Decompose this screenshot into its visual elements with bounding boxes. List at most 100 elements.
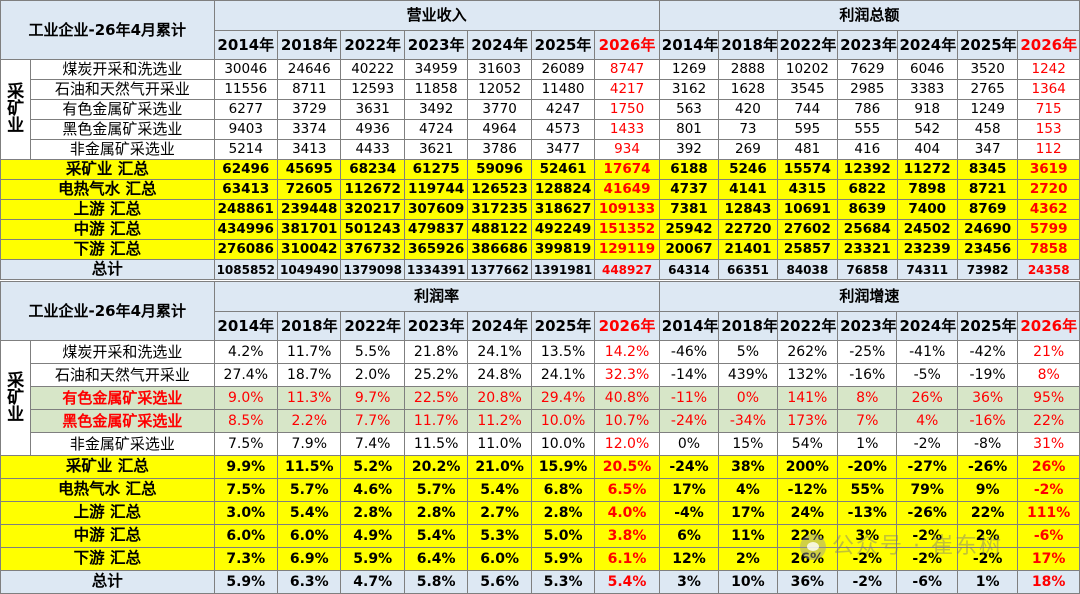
data-cell: 3162 [658, 79, 720, 100]
data-cell: 542 [896, 119, 958, 140]
data-cell: 151352 [594, 219, 660, 240]
data-cell: 4724 [403, 119, 469, 140]
data-cell: 66351 [718, 259, 778, 280]
data-cell: 492249 [530, 219, 596, 240]
data-cell: 9.0% [213, 386, 279, 410]
table-row: 采矿业煤炭开采和洗选业 4.2% 11.7% 5.5% 21.8% 24.1% 13.5% 1… [0, 340, 1080, 456]
data-cell: 2.2% [277, 409, 342, 433]
year-header: 2026年 [1017, 311, 1080, 341]
data-cell: -20% [837, 455, 898, 479]
data-cell: 10.7% [594, 409, 660, 433]
data-cell: 32.3% [594, 363, 660, 387]
data-cell: 22720 [718, 219, 778, 240]
year-header: 2014年 [658, 30, 720, 60]
data-cell: 2% [956, 524, 1019, 548]
data-cell: 26% [1017, 455, 1080, 479]
data-cell: 36% [776, 570, 839, 594]
data-cell: -13% [837, 501, 898, 525]
data-cell: 6.0% [277, 524, 342, 548]
data-cell: 310042 [277, 239, 342, 260]
data-cell: 3786 [467, 139, 532, 160]
data-cell: 2985 [837, 79, 898, 100]
header-row-years: 2014年 2018年 2022年 2023年 2024年 2025年 2026年 2014年… [1, 30, 1080, 60]
data-cell: 7400 [896, 199, 958, 220]
year-header: 2022年 [340, 311, 405, 341]
data-cell: 36% [956, 386, 1019, 410]
data-cell: 4141 [718, 179, 778, 200]
data-cell: 119744 [403, 179, 469, 200]
data-cell: 7629 [837, 59, 898, 80]
data-cell: 20.5% [594, 455, 660, 479]
data-cell: -26% [956, 455, 1019, 479]
data-cell: 307609 [403, 199, 469, 220]
row-label: 非金属矿采选业 [30, 432, 215, 456]
data-cell: 27602 [776, 219, 839, 240]
data-cell: 9.9% [213, 455, 279, 479]
data-cell: 262% [776, 340, 839, 364]
data-cell: 448927 [594, 259, 660, 280]
category-label-char: 矿 [7, 387, 25, 408]
data-cell: 74311 [896, 259, 958, 280]
data-cell: 5.8% [403, 570, 469, 594]
margin-growth-table: 工业企业-26年4月累计 利润率 利润增速 2014年 2018年 2022年 2023年 2… [0, 281, 1080, 594]
table-row: 中游 汇总 434996 381701 501243 479837 488122 49224… [0, 219, 1080, 240]
data-cell: 34959 [403, 59, 469, 80]
year-header: 2018年 [718, 311, 778, 341]
data-cell: -16% [956, 409, 1019, 433]
data-cell: 376732 [340, 239, 405, 260]
data-cell: 55% [837, 478, 898, 502]
year-header: 2014年 [213, 30, 279, 60]
row-label: 电热气水 汇总 [0, 478, 215, 502]
data-cell: 8% [1017, 363, 1080, 387]
data-cell: 365926 [403, 239, 469, 260]
year-header: 2026年 [594, 30, 660, 60]
group-header: 利润增速 [658, 281, 1080, 312]
year-header: 2026年 [594, 311, 660, 341]
data-cell: 23239 [896, 239, 958, 260]
data-cell: 4.6% [340, 478, 405, 502]
year-header: 2023年 [403, 311, 469, 341]
group-header: 利润总额 [658, 0, 1080, 31]
data-cell: -41% [896, 340, 958, 364]
row-label: 煤炭开采和洗选业 [30, 340, 215, 364]
data-cell: 7898 [896, 179, 958, 200]
data-cell: 2.8% [340, 501, 405, 525]
data-cell: 5.9% [213, 570, 279, 594]
data-cell: 5.4% [277, 501, 342, 525]
data-cell: -27% [896, 455, 958, 479]
data-cell: 22% [956, 501, 1019, 525]
year-header: 2026年 [1017, 30, 1080, 60]
data-cell: -26% [896, 501, 958, 525]
year-header: 2018年 [718, 30, 778, 60]
data-cell: 21% [1017, 340, 1080, 364]
data-cell: 1750 [594, 99, 660, 120]
data-cell: 1379098 [340, 259, 405, 280]
data-cell: 18.7% [277, 363, 342, 387]
data-cell: 11556 [213, 79, 279, 100]
row-label: 采矿业 汇总 [0, 455, 215, 479]
data-cell: 17% [718, 501, 778, 525]
data-cell: 8% [837, 386, 898, 410]
data-cell: 84038 [776, 259, 839, 280]
group-header: 营业收入 [213, 0, 660, 31]
year-header: 2024年 [467, 30, 532, 60]
data-cell: -42% [956, 340, 1019, 364]
data-cell: 7.5% [213, 478, 279, 502]
data-cell: -16% [837, 363, 898, 387]
data-cell: -5% [896, 363, 958, 387]
data-cell: 4433 [340, 139, 405, 160]
table-row: 总计 1085852 1049490 1379098 1334391 1377662 139… [0, 259, 1080, 280]
data-cell: -4% [658, 501, 720, 525]
data-cell: 26089 [530, 59, 596, 80]
data-cell: 21.8% [403, 340, 469, 364]
data-cell: 22.5% [403, 386, 469, 410]
data-cell: 25942 [658, 219, 720, 240]
data-cell: 25857 [776, 239, 839, 260]
data-cell: 381701 [277, 219, 342, 240]
data-cell: 8721 [956, 179, 1019, 200]
data-cell: 153 [1017, 119, 1080, 140]
category-label: 采矿业 [0, 59, 32, 160]
data-cell: 24646 [277, 59, 342, 80]
data-cell: 25684 [837, 219, 898, 240]
year-header: 2025年 [956, 311, 1019, 341]
